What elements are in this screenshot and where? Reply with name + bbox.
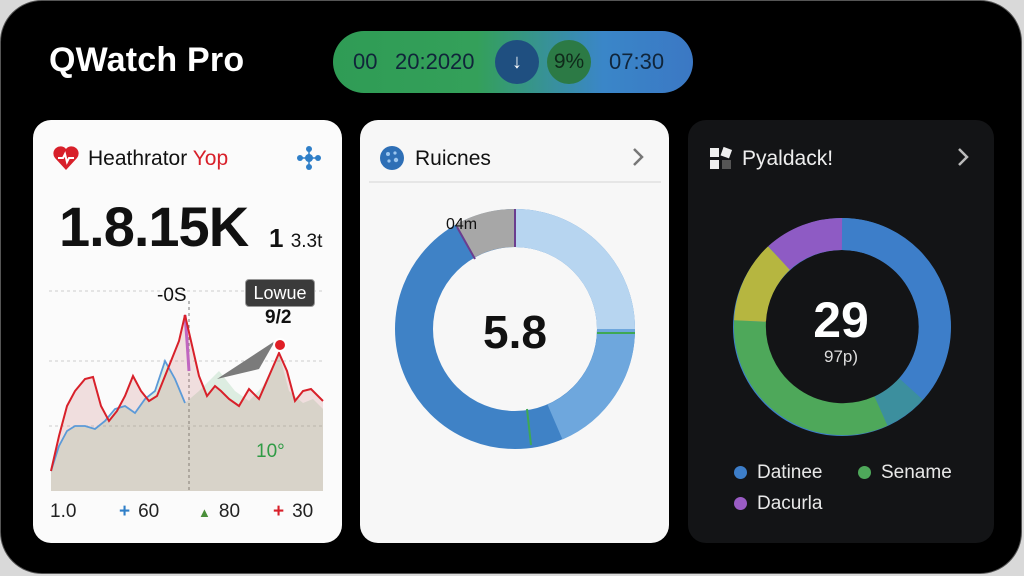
status-badge[interactable]: 9% xyxy=(547,40,591,84)
globe-icon xyxy=(380,146,404,170)
heart-tooltip-value: 9/2 xyxy=(265,307,292,328)
payload-legend-item: Dacurla xyxy=(734,493,822,515)
legend-dot-icon xyxy=(734,466,747,479)
heart-rate-chart xyxy=(49,290,325,491)
heart-legend-label: 30 xyxy=(292,501,314,522)
heart-icon xyxy=(53,146,79,170)
payload-donut xyxy=(733,217,951,436)
routines-card-title: Ruicnes xyxy=(415,147,491,170)
status-code: 00 xyxy=(353,49,378,74)
heart-legend-item: ▲ 80 xyxy=(198,501,240,524)
heart-sub-value: 1 3.3t xyxy=(269,223,322,254)
status-time: 07:30 xyxy=(609,49,665,74)
payload-legend-item: Datinee xyxy=(734,462,823,484)
heart-card-title: Heathrator Yop xyxy=(88,147,228,171)
triangle-icon: ▲ xyxy=(198,505,211,520)
payload-legend-label: Sename xyxy=(881,462,952,483)
heart-sub-number: 1 xyxy=(269,223,284,253)
routines-segment-label: 04m xyxy=(446,216,478,233)
payload-legend-item: Sename xyxy=(858,462,952,484)
heart-card-title-main: Heathrator xyxy=(88,147,188,170)
heart-peak-label: -0S xyxy=(157,285,187,306)
payload-center-sub: 97p) xyxy=(823,347,859,366)
plus-icon: + xyxy=(119,501,131,522)
routines-center-value: 5.8 xyxy=(483,306,547,358)
chevron-right-icon[interactable] xyxy=(631,146,645,168)
heart-big-value: 1.8.15K xyxy=(59,195,249,258)
heart-legend-item: 1.0 xyxy=(50,501,76,523)
heart-legend-item: +60 xyxy=(119,501,159,523)
heart-legend-label: 60 xyxy=(138,501,160,522)
arrow-down-icon[interactable]: ↓ xyxy=(495,40,539,84)
heart-tooltip: Lowue xyxy=(245,279,315,307)
legend-dot-icon xyxy=(858,466,871,479)
heart-sub-unit: 3.3t xyxy=(290,231,323,252)
plus-icon: + xyxy=(273,501,285,522)
puzzle-icon xyxy=(710,146,733,169)
legend-dot-icon xyxy=(734,497,747,510)
routines-divider xyxy=(369,181,661,183)
payload-center-value: 29 xyxy=(813,292,869,348)
status-pill[interactable]: 00 20:2020 ↓ 9% 07:30 xyxy=(333,31,693,93)
heart-legend-item: +30 xyxy=(273,501,313,523)
app-title: QWatch Pro xyxy=(49,41,245,79)
heart-legend-label: 80 xyxy=(218,501,241,522)
chevron-right-icon[interactable] xyxy=(956,146,970,168)
status-date: 20:2020 xyxy=(395,49,475,74)
network-icon[interactable] xyxy=(295,144,323,172)
payload-card-title: Pyaldack! xyxy=(742,147,834,170)
heart-legend-label: 1.0 xyxy=(50,501,77,522)
heart-zone-label: 10° xyxy=(256,441,285,462)
routines-donut xyxy=(395,209,635,449)
payload-legend-label: Datinee xyxy=(757,462,823,483)
heart-card-title-accent: Yop xyxy=(192,147,229,170)
payload-legend-label: Dacurla xyxy=(757,493,823,514)
